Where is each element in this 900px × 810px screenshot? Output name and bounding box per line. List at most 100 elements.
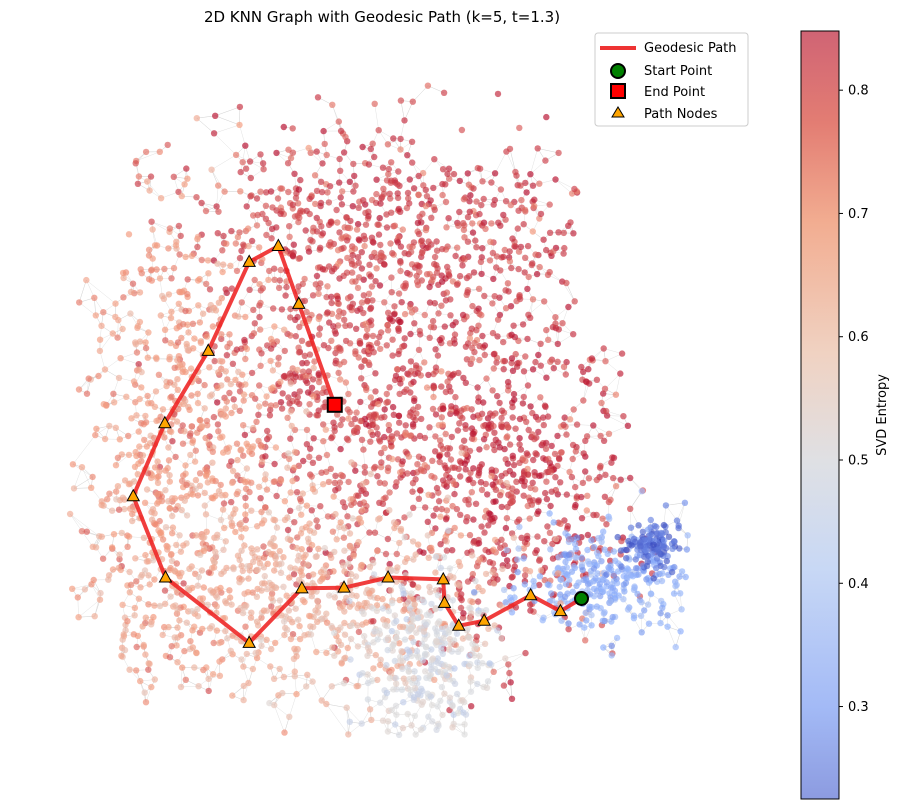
scatter-point — [458, 449, 465, 457]
scatter-point — [653, 555, 661, 562]
scatter-point — [292, 194, 300, 201]
scatter-point — [141, 436, 148, 444]
scatter-point — [664, 623, 671, 630]
scatter-point — [268, 551, 275, 558]
scatter-point — [293, 489, 301, 496]
scatter-point — [290, 241, 297, 248]
scatter-point — [549, 597, 556, 604]
path-node-marker — [158, 415, 172, 429]
scatter-point — [191, 458, 199, 465]
scatter-point — [174, 339, 182, 346]
scatter-point — [360, 292, 367, 299]
scatter-point — [403, 654, 410, 661]
scatter-point — [422, 668, 429, 675]
scatter-point — [451, 680, 459, 687]
scatter-point — [305, 144, 312, 152]
scatter-point — [397, 318, 404, 326]
scatter-point — [187, 451, 194, 459]
scatter-point — [315, 331, 323, 338]
scatter-point — [135, 460, 142, 467]
scatter-point — [89, 543, 97, 550]
scatter-point — [296, 323, 303, 331]
scatter-point — [368, 283, 376, 290]
scatter-point — [341, 224, 348, 231]
scatter-point — [353, 592, 360, 600]
scatter-point — [494, 333, 501, 340]
scatter-point — [227, 262, 234, 269]
scatter-point — [446, 565, 454, 572]
scatter-point — [293, 398, 301, 405]
scatter-point — [257, 495, 264, 502]
scatter-point — [537, 340, 544, 347]
scatter-point — [412, 476, 419, 483]
scatter-point — [272, 402, 280, 409]
scatter-point — [124, 618, 131, 625]
scatter-point — [358, 436, 366, 443]
scatter-point — [234, 233, 242, 241]
scatter-point — [430, 393, 437, 401]
scatter-point — [246, 286, 253, 293]
scatter-point — [484, 491, 491, 498]
scatter-point — [516, 124, 523, 132]
scatter-point — [289, 125, 296, 132]
scatter-point — [195, 573, 202, 581]
scatter-point — [201, 502, 208, 509]
scatter-point — [394, 239, 402, 246]
scatter-point — [579, 479, 587, 487]
scatter-point — [83, 276, 90, 284]
scatter-point — [446, 474, 453, 481]
scatter-point — [374, 594, 381, 602]
scatter-point — [142, 419, 150, 426]
scatter-point — [355, 492, 362, 499]
scatter-point — [133, 667, 140, 674]
scatter-point — [659, 570, 666, 577]
scatter-point — [232, 240, 239, 247]
scatter-point — [395, 234, 402, 241]
scatter-point — [459, 262, 466, 269]
scatter-point — [336, 229, 343, 236]
scatter-point — [516, 435, 523, 442]
scatter-point — [441, 661, 448, 669]
scatter-point — [324, 570, 331, 577]
legend-start-point-label: Start Point — [644, 64, 712, 79]
scatter-point — [458, 407, 465, 414]
scatter-point — [341, 608, 348, 615]
scatter-point — [513, 478, 520, 485]
scatter-point — [137, 266, 144, 273]
scatter-point — [295, 186, 303, 193]
scatter-point — [208, 166, 215, 173]
scatter-point — [541, 538, 548, 545]
scatter-point — [597, 605, 604, 612]
scatter-point — [271, 276, 278, 283]
scatter-point — [120, 631, 127, 638]
scatter-point — [303, 426, 311, 434]
scatter-point — [264, 585, 271, 593]
scatter-point — [503, 479, 510, 487]
scatter-point — [407, 686, 414, 694]
scatter-point — [377, 241, 384, 249]
scatter-point — [233, 490, 240, 498]
path-node-marker — [436, 571, 451, 585]
scatter-point — [554, 358, 561, 365]
scatter-point — [583, 433, 591, 440]
scatter-point — [475, 398, 482, 405]
scatter-point — [446, 340, 454, 347]
scatter-point — [339, 499, 347, 506]
scatter-point — [427, 323, 435, 331]
scatter-point — [203, 528, 210, 535]
scatter-point — [171, 364, 178, 371]
scatter-point — [340, 309, 347, 316]
scatter-point — [198, 199, 205, 207]
scatter-point — [451, 490, 458, 498]
scatter-point — [353, 409, 360, 416]
scatter-point — [245, 242, 252, 250]
scatter-point — [552, 320, 559, 327]
scatter-point — [534, 533, 541, 540]
scatter-point — [340, 680, 348, 687]
scatter-point — [142, 339, 149, 346]
scatter-point — [331, 594, 338, 601]
scatter-point — [544, 413, 552, 420]
scatter-point — [677, 590, 684, 597]
scatter-point — [408, 722, 415, 729]
scatter-point — [180, 321, 187, 328]
